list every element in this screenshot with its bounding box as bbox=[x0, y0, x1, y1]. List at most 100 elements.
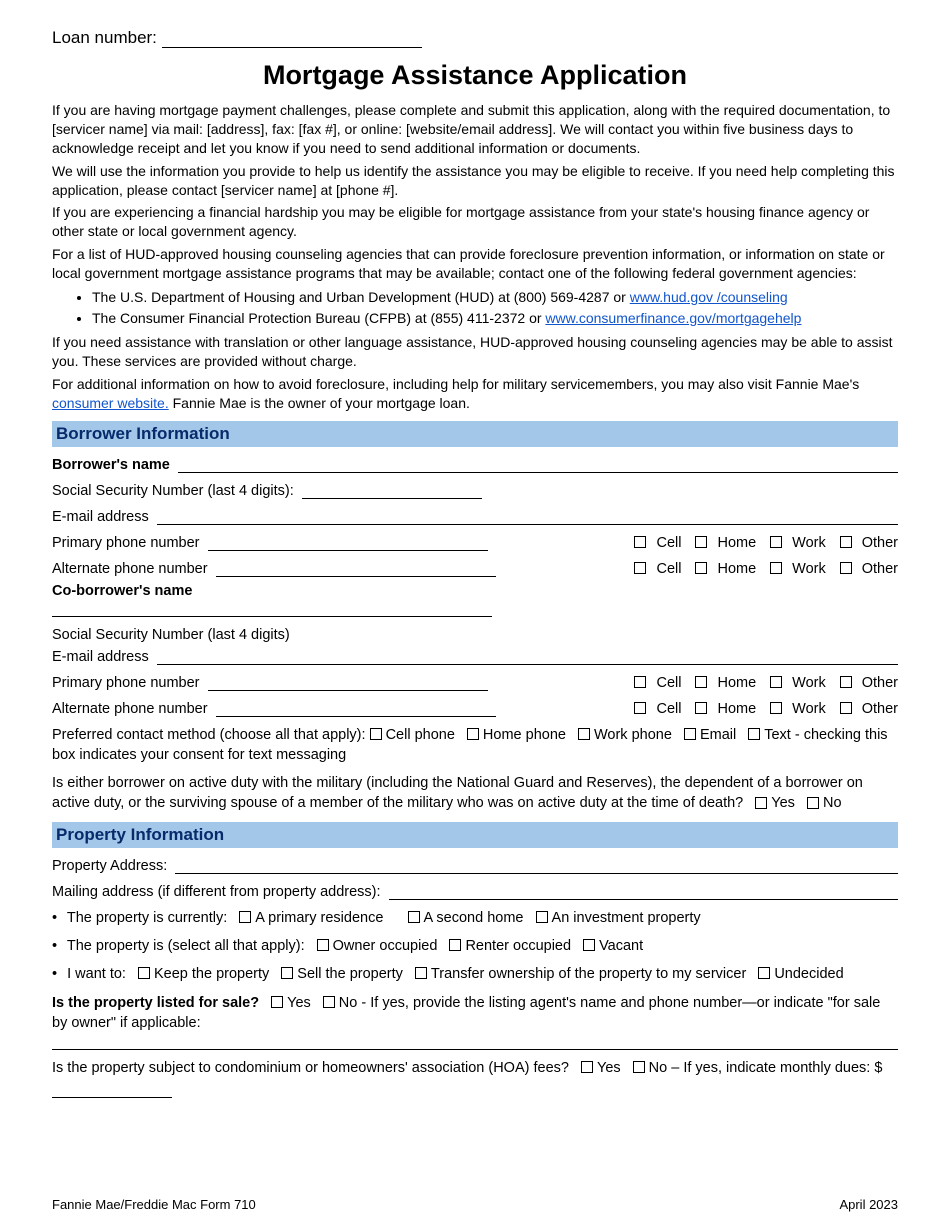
borrower-name-label: Borrower's name bbox=[52, 457, 170, 473]
checkbox-listed-yes[interactable] bbox=[271, 996, 283, 1008]
opt-investment: An investment property bbox=[552, 910, 701, 926]
consumer-website-link[interactable]: consumer website. bbox=[52, 395, 169, 411]
opt-owner: Owner occupied bbox=[333, 938, 438, 954]
opt-cell: Cell bbox=[656, 675, 681, 691]
checkbox-work[interactable] bbox=[770, 562, 782, 574]
opt-transfer: Transfer ownership of the property to my… bbox=[431, 966, 746, 982]
row-coborrower-primary-phone: Primary phone number Cell Home Work Othe… bbox=[52, 675, 898, 691]
checkbox-other[interactable] bbox=[840, 702, 852, 714]
opt-other: Other bbox=[862, 535, 898, 551]
checkbox-transfer[interactable] bbox=[415, 967, 427, 979]
property-listed: Is the property listed for sale? Yes No … bbox=[52, 993, 898, 1050]
borrower-primary-phone-field[interactable] bbox=[208, 535, 488, 551]
cfpb-link[interactable]: www.consumerfinance.gov/mortgagehelp bbox=[545, 310, 801, 326]
checkbox-listed-no[interactable] bbox=[323, 996, 335, 1008]
coborrower-email-field[interactable] bbox=[157, 649, 898, 665]
opt-vacant: Vacant bbox=[599, 938, 643, 954]
loan-number-field[interactable] bbox=[162, 29, 422, 48]
checkbox-other[interactable] bbox=[840, 562, 852, 574]
borrower-email-label: E-mail address bbox=[52, 509, 149, 525]
checkbox-vacant[interactable] bbox=[583, 939, 595, 951]
listed-prefix: Is the property listed for sale? bbox=[52, 995, 263, 1011]
checkbox-renter[interactable] bbox=[449, 939, 461, 951]
borrower-name-field[interactable] bbox=[178, 457, 898, 473]
coborrower-email-label: E-mail address bbox=[52, 649, 149, 665]
borrower-email-field[interactable] bbox=[157, 509, 898, 525]
bullet-icon: • bbox=[52, 910, 57, 926]
checkbox-hoa-yes[interactable] bbox=[581, 1061, 593, 1073]
intro-block: If you are having mortgage payment chall… bbox=[52, 101, 898, 413]
property-is: • The property is (select all that apply… bbox=[52, 936, 898, 956]
military-q-text: Is either borrower on active duty with t… bbox=[52, 775, 863, 811]
coborrower-alt-phone-field[interactable] bbox=[216, 701, 496, 717]
row-borrower-alt-phone: Alternate phone number Cell Home Work Ot… bbox=[52, 561, 898, 577]
opt-other: Other bbox=[862, 675, 898, 691]
checkbox-home[interactable] bbox=[695, 562, 707, 574]
opt-work: Work bbox=[792, 701, 826, 717]
checkbox-sell[interactable] bbox=[281, 967, 293, 979]
row-coborrower-alt-phone: Alternate phone number Cell Home Work Ot… bbox=[52, 701, 898, 717]
opt-work: Work bbox=[792, 675, 826, 691]
checkbox-other[interactable] bbox=[840, 536, 852, 548]
borrower-alt-phone-field[interactable] bbox=[216, 561, 496, 577]
borrower-ssn-field[interactable] bbox=[302, 483, 482, 499]
checkbox-work[interactable] bbox=[770, 536, 782, 548]
checkbox-hoa-no[interactable] bbox=[633, 1061, 645, 1073]
intro-bullet-hud: The U.S. Department of Housing and Urban… bbox=[92, 287, 898, 308]
checkbox-investment[interactable] bbox=[536, 911, 548, 923]
checkbox-undecided[interactable] bbox=[758, 967, 770, 979]
coborrower-alt-phone-opts: Cell Home Work Other bbox=[634, 701, 898, 717]
checkbox-home[interactable] bbox=[695, 676, 707, 688]
borrower-alt-phone-opts: Cell Home Work Other bbox=[634, 561, 898, 577]
checkbox-primary[interactable] bbox=[239, 911, 251, 923]
currently-label: The property is currently: bbox=[67, 910, 231, 926]
bullet-cfpb-text: The Consumer Financial Protection Bureau… bbox=[92, 310, 545, 326]
listed-agent-field[interactable] bbox=[52, 1035, 898, 1050]
checkbox-work[interactable] bbox=[770, 676, 782, 688]
checkbox-cell[interactable] bbox=[634, 702, 646, 714]
want-label: I want to: bbox=[67, 966, 130, 982]
footer-left: Fannie Mae/Freddie Mac Form 710 bbox=[52, 1197, 256, 1212]
coborrower-name-field[interactable] bbox=[52, 601, 492, 617]
checkbox-other[interactable] bbox=[840, 676, 852, 688]
property-address-label: Property Address: bbox=[52, 858, 167, 874]
hoa-yes: Yes bbox=[597, 1060, 621, 1076]
hoa-dues-field[interactable] bbox=[52, 1084, 172, 1099]
checkbox-cell[interactable] bbox=[634, 676, 646, 688]
opt-cell: Cell bbox=[656, 535, 681, 551]
checkbox-military-no[interactable] bbox=[807, 797, 819, 809]
checkbox-pref-text[interactable] bbox=[748, 728, 760, 740]
checkbox-home[interactable] bbox=[695, 536, 707, 548]
mailing-address-field[interactable] bbox=[389, 884, 898, 900]
checkbox-cell[interactable] bbox=[634, 536, 646, 548]
opt-home: Home bbox=[717, 701, 756, 717]
opt-second: A second home bbox=[424, 910, 524, 926]
coborrower-primary-phone-field[interactable] bbox=[208, 675, 488, 691]
footer-right: April 2023 bbox=[839, 1197, 898, 1212]
intro-p5: If you need assistance with translation … bbox=[52, 333, 898, 371]
checkbox-keep[interactable] bbox=[138, 967, 150, 979]
checkbox-military-yes[interactable] bbox=[755, 797, 767, 809]
row-borrower-name: Borrower's name bbox=[52, 457, 898, 473]
checkbox-cell[interactable] bbox=[634, 562, 646, 574]
military-no: No bbox=[823, 795, 842, 811]
checkbox-second[interactable] bbox=[408, 911, 420, 923]
borrower-primary-phone-opts: Cell Home Work Other bbox=[634, 535, 898, 551]
intro-p2: We will use the information you provide … bbox=[52, 162, 898, 200]
opt-renter: Renter occupied bbox=[465, 938, 571, 954]
checkbox-pref-home[interactable] bbox=[467, 728, 479, 740]
row-coborrower-email: E-mail address bbox=[52, 649, 898, 665]
row-mailing-address: Mailing address (if different from prope… bbox=[52, 884, 898, 900]
intro-p6-prefix: For additional information on how to avo… bbox=[52, 376, 859, 392]
property-address-field[interactable] bbox=[175, 858, 898, 874]
checkbox-pref-email[interactable] bbox=[684, 728, 696, 740]
checkbox-pref-work[interactable] bbox=[578, 728, 590, 740]
listed-no: No bbox=[339, 995, 358, 1011]
hud-link[interactable]: www.hud.gov /counseling bbox=[630, 289, 788, 305]
checkbox-pref-cell[interactable] bbox=[370, 728, 382, 740]
row-property-address: Property Address: bbox=[52, 858, 898, 874]
checkbox-home[interactable] bbox=[695, 702, 707, 714]
checkbox-owner[interactable] bbox=[317, 939, 329, 951]
row-borrower-email: E-mail address bbox=[52, 509, 898, 525]
checkbox-work[interactable] bbox=[770, 702, 782, 714]
